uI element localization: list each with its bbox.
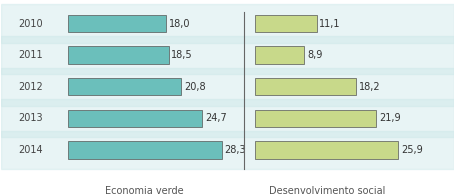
Text: 24,7: 24,7	[205, 113, 227, 123]
Text: 20,8: 20,8	[184, 82, 206, 92]
Bar	[1, 68, 454, 106]
Bar	[255, 110, 376, 127]
Bar	[1, 36, 454, 74]
Text: 2013: 2013	[18, 113, 43, 123]
Text: 18,2: 18,2	[359, 82, 380, 92]
Text: 11,1: 11,1	[319, 18, 341, 28]
Text: 18,0: 18,0	[168, 18, 190, 28]
Text: 21,9: 21,9	[379, 113, 401, 123]
Bar	[255, 46, 304, 64]
Text: 8,9: 8,9	[307, 50, 323, 60]
Text: 25,9: 25,9	[401, 145, 423, 155]
Bar	[68, 78, 181, 95]
Text: 2014: 2014	[18, 145, 43, 155]
Text: 28,3: 28,3	[225, 145, 246, 155]
Bar	[255, 78, 356, 95]
Text: 2012: 2012	[18, 82, 43, 92]
Text: Economia verde: Economia verde	[106, 186, 184, 196]
Bar	[68, 15, 166, 32]
Bar	[68, 110, 202, 127]
Text: Desenvolvimento social: Desenvolvimento social	[268, 186, 385, 196]
Bar	[1, 4, 454, 43]
Bar	[1, 131, 454, 169]
Bar	[1, 99, 454, 137]
Text: 2010: 2010	[18, 18, 43, 28]
Text: 18,5: 18,5	[171, 50, 193, 60]
Bar	[68, 46, 168, 64]
Bar	[68, 141, 222, 159]
Bar	[255, 141, 399, 159]
Text: 2011: 2011	[18, 50, 43, 60]
Bar	[255, 15, 317, 32]
